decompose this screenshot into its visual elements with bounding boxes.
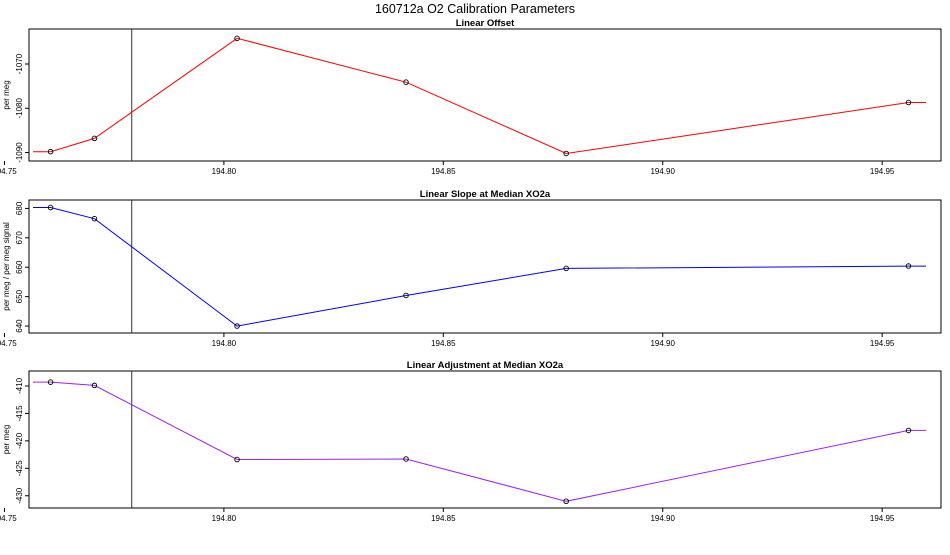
panel-3: Linear Adjustment at Median XO2a 194.75 19…: [0, 360, 942, 523]
x-tick-label: 194.95: [870, 167, 895, 176]
x-tick-label: 194.75: [0, 514, 17, 523]
data-point: [47, 148, 54, 155]
series-line: [33, 37, 926, 155]
data-point: [234, 35, 240, 42]
plot-frame: [28, 28, 942, 162]
panel-1: Linear Offset 194.75 194.80 194.85 194.90 194…: [0, 18, 942, 176]
y-tick-label: 670: [15, 231, 24, 245]
y-tick-label: -410: [15, 377, 24, 394]
data-point: [905, 99, 912, 106]
y-tick-label: 680: [15, 201, 24, 215]
x-tick-label: 194.90: [650, 514, 675, 523]
x-tick-label: 194.95: [870, 339, 895, 348]
series-line: [33, 381, 926, 502]
panel-2: Linear Slope at Median XO2a 194.75 194.80 1…: [0, 189, 942, 348]
y-axis-label: per meg / per meg signal: [2, 222, 11, 311]
y-tick-label: 660: [15, 260, 24, 274]
x-tick-label: 194.90: [650, 339, 675, 348]
figure-title: 160712a O2 Calibration Parameters: [375, 2, 575, 16]
y-tick-label: 640: [15, 319, 24, 333]
plot-frame: [28, 199, 942, 334]
x-tick-label: 194.95: [870, 514, 895, 523]
data-point: [905, 263, 912, 269]
x-tick-label: 194.75: [0, 167, 17, 176]
data-point: [234, 323, 240, 329]
x-tick-label: 194.75: [0, 339, 17, 348]
data-point: [47, 379, 54, 385]
x-tick-label: 194.80: [212, 514, 237, 523]
data-point: [234, 456, 240, 463]
y-tick-label: -1090: [15, 142, 24, 163]
panel-title: Linear Offset: [456, 18, 515, 29]
x-tick-label: 194.85: [431, 514, 456, 523]
data-point: [91, 135, 98, 142]
data-point: [563, 498, 569, 505]
x-tick-label: 194.85: [431, 167, 456, 176]
data-point: [403, 456, 409, 462]
panel-title: Linear Slope at Median XO2a: [420, 189, 551, 200]
y-tick-label: -415: [15, 405, 24, 422]
plot-frame: [28, 370, 942, 509]
series-line: [33, 207, 926, 327]
panel-title: Linear Adjustment at Median XO2a: [407, 360, 564, 371]
y-tick-label: 650: [15, 289, 24, 303]
data-point: [403, 292, 409, 299]
data-point: [403, 79, 409, 85]
y-tick-label: -1080: [15, 98, 24, 119]
y-tick-label: -425: [15, 460, 24, 477]
data-point: [563, 265, 569, 272]
x-tick-label: 194.80: [212, 167, 237, 176]
y-tick-label: -430: [15, 487, 24, 504]
x-tick-label: 194.80: [212, 339, 237, 348]
y-axis-label: per meg: [2, 425, 11, 454]
x-tick-label: 194.90: [650, 167, 675, 176]
data-point: [91, 215, 98, 222]
y-tick-label: -420: [15, 432, 24, 449]
data-point: [91, 382, 98, 389]
data-point: [47, 204, 54, 211]
data-point: [563, 150, 569, 157]
x-tick-label: 194.85: [431, 339, 456, 348]
data-point: [905, 427, 912, 434]
y-axis-label: per meg: [2, 80, 11, 109]
y-tick-label: -1070: [15, 53, 24, 74]
